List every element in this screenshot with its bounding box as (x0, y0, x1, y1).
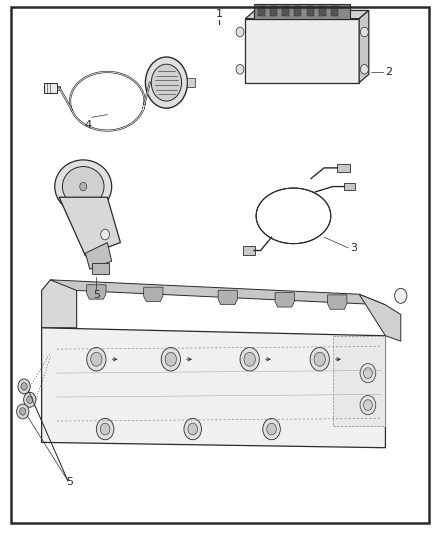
Bar (258, 6, 265, 16)
Bar (245, 19, 359, 83)
Circle shape (80, 182, 87, 191)
Polygon shape (275, 293, 294, 307)
Circle shape (21, 383, 27, 390)
Bar (187, 78, 195, 87)
Polygon shape (245, 11, 369, 19)
Circle shape (236, 27, 244, 37)
Circle shape (244, 352, 255, 366)
Polygon shape (87, 285, 106, 299)
Polygon shape (59, 197, 120, 256)
Ellipse shape (62, 166, 104, 207)
Bar (44, 83, 57, 93)
Bar (243, 246, 255, 255)
Bar (344, 183, 355, 190)
Circle shape (267, 423, 276, 435)
Circle shape (20, 408, 26, 415)
Circle shape (360, 364, 376, 383)
Text: 1: 1 (215, 9, 223, 19)
Bar (319, 6, 326, 16)
Circle shape (263, 418, 280, 440)
Polygon shape (359, 294, 401, 341)
Polygon shape (328, 295, 347, 309)
Circle shape (91, 352, 102, 366)
Polygon shape (218, 290, 237, 305)
Text: 5: 5 (93, 290, 100, 301)
Polygon shape (42, 280, 77, 328)
Circle shape (188, 423, 198, 435)
Circle shape (236, 64, 244, 74)
Circle shape (364, 400, 372, 410)
Bar (57, 86, 60, 90)
Circle shape (360, 64, 368, 74)
Circle shape (96, 418, 114, 440)
Circle shape (314, 352, 325, 366)
Polygon shape (333, 336, 385, 426)
Circle shape (161, 348, 180, 371)
Text: 5: 5 (67, 478, 74, 487)
Bar (92, 263, 109, 274)
Circle shape (310, 348, 329, 371)
Circle shape (360, 395, 376, 415)
Bar (294, 6, 301, 16)
Circle shape (17, 404, 29, 419)
Bar (254, 4, 350, 19)
Text: 2: 2 (385, 67, 392, 77)
Circle shape (27, 396, 33, 403)
Bar (331, 6, 338, 16)
Circle shape (240, 348, 259, 371)
Polygon shape (50, 280, 385, 305)
Circle shape (18, 379, 30, 394)
Bar (270, 6, 277, 16)
Circle shape (87, 348, 106, 371)
Polygon shape (42, 328, 385, 448)
Bar (282, 6, 289, 16)
Circle shape (145, 57, 187, 108)
Bar (337, 164, 350, 172)
Circle shape (100, 423, 110, 435)
Circle shape (24, 392, 36, 407)
Circle shape (151, 64, 182, 101)
Circle shape (360, 27, 368, 37)
Ellipse shape (55, 160, 112, 213)
Polygon shape (144, 287, 163, 302)
Circle shape (184, 418, 201, 440)
Polygon shape (359, 11, 369, 83)
Text: 3: 3 (350, 243, 357, 253)
Text: 4: 4 (84, 120, 91, 130)
Circle shape (364, 368, 372, 378)
Circle shape (395, 288, 407, 303)
Circle shape (101, 229, 110, 240)
Polygon shape (85, 243, 112, 269)
Bar (307, 6, 314, 16)
Circle shape (165, 352, 177, 366)
